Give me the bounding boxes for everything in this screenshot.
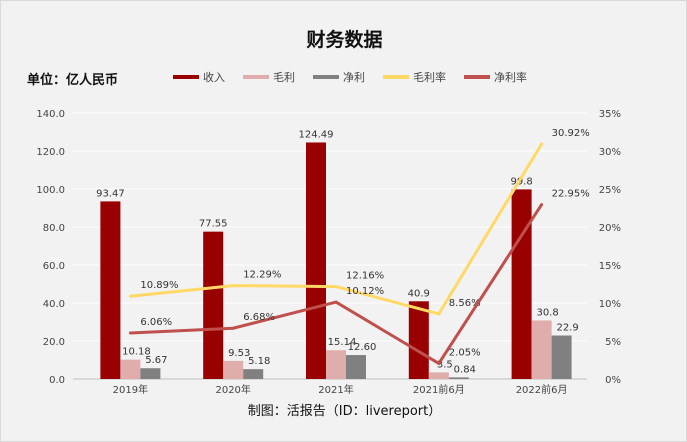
left-tick-label: 140.0 xyxy=(36,109,65,120)
bar-data-label: 15.14 xyxy=(328,337,357,348)
line-point xyxy=(437,312,441,316)
legend-swatch xyxy=(313,75,339,79)
bar-data-label: 124.49 xyxy=(299,129,334,140)
bar-收入 xyxy=(203,231,224,379)
line-data-label: 10.12% xyxy=(346,286,384,297)
x-tick-label: 2019年 xyxy=(113,383,148,396)
bar-净利 xyxy=(551,335,572,379)
left-tick-label: 0.0 xyxy=(49,375,65,386)
bar-净利 xyxy=(243,369,264,379)
line-data-label: 10.89% xyxy=(140,280,178,291)
x-tick-label: 2022前6月 xyxy=(516,383,568,396)
line-data-label: 2.05% xyxy=(449,347,481,358)
bar-data-label: 40.9 xyxy=(408,288,430,299)
line-point xyxy=(437,361,441,365)
x-tick-label: 2021年 xyxy=(318,383,353,396)
line-data-label: 8.56% xyxy=(449,298,481,309)
legend-label: 收入 xyxy=(203,71,225,84)
legend-label: 毛利 xyxy=(273,71,295,84)
x-tick-label: 2020年 xyxy=(215,383,250,396)
line-data-label: 12.16% xyxy=(346,271,384,282)
right-tick-label: 10% xyxy=(599,299,621,310)
legend-item: 收入 xyxy=(173,69,225,85)
line-point xyxy=(231,326,235,330)
bar-data-label: 10.18 xyxy=(122,347,151,358)
chart-title: 财务数据 xyxy=(306,29,383,51)
legend-swatch xyxy=(383,75,409,79)
bar-data-label: 77.55 xyxy=(199,219,228,230)
left-tick-label: 100.0 xyxy=(36,185,65,196)
bar-净利 xyxy=(346,355,366,379)
line-data-label: 12.29% xyxy=(243,270,281,281)
line-point xyxy=(128,294,132,298)
legend-item: 毛利率 xyxy=(383,69,446,85)
bar-data-label: 99.8 xyxy=(510,176,532,187)
bar-毛利 xyxy=(326,350,346,379)
line-data-label: 6.06% xyxy=(140,317,172,328)
bar-data-label: 3.5 xyxy=(437,359,453,370)
bar-收入 xyxy=(511,189,532,379)
bar-毛利 xyxy=(531,320,552,379)
left-tick-label: 60.0 xyxy=(43,261,65,272)
bar-净利 xyxy=(140,368,161,379)
bar-净利 xyxy=(448,377,469,379)
legend-item: 净利率 xyxy=(464,69,527,85)
bar-收入 xyxy=(408,301,429,379)
left-tick-label: 120.0 xyxy=(36,147,65,158)
legend-swatch xyxy=(173,75,199,79)
bar-data-label: 12.60 xyxy=(348,342,377,353)
right-tick-label: 30% xyxy=(599,147,621,158)
right-tick-label: 20% xyxy=(599,223,621,234)
legend-swatch xyxy=(464,75,490,79)
bar-data-label: 93.47 xyxy=(96,188,125,199)
legend-swatch xyxy=(243,75,269,79)
bar-data-label: 22.9 xyxy=(556,322,578,333)
line-point xyxy=(231,284,235,288)
right-tick-label: 5% xyxy=(605,337,621,348)
bar-data-label: 5.67 xyxy=(145,355,167,366)
bar-data-label: 5.18 xyxy=(248,356,270,367)
bar-data-label: 30.8 xyxy=(536,307,558,318)
line-data-label: 30.92% xyxy=(552,128,590,139)
left-tick-label: 20.0 xyxy=(43,337,65,348)
bar-收入 xyxy=(100,201,121,379)
legend: 收入 毛利 净利 毛利率 净利率 xyxy=(173,69,527,85)
bar-收入 xyxy=(306,142,326,379)
left-tick-label: 40.0 xyxy=(43,299,65,310)
line-point xyxy=(334,285,338,289)
right-tick-label: 35% xyxy=(599,109,621,120)
right-tick-label: 0% xyxy=(605,375,621,386)
line-point xyxy=(540,142,544,146)
legend-label: 净利 xyxy=(343,71,365,84)
bar-毛利 xyxy=(223,360,244,379)
footer-credit: 制图：活报告（ID：livereport） xyxy=(247,404,442,419)
x-tick-label: 2021前6月 xyxy=(413,383,465,396)
line-point xyxy=(334,300,338,304)
legend-label: 净利率 xyxy=(494,71,527,84)
unit-label: 单位：亿人民币 xyxy=(27,73,119,88)
line-data-label: 22.95% xyxy=(552,189,590,200)
bar-毛利 xyxy=(428,372,449,379)
bar-data-label: 0.84 xyxy=(454,364,476,375)
bar-data-label: 9.53 xyxy=(228,348,250,359)
legend-label: 毛利率 xyxy=(413,71,446,84)
right-tick-label: 15% xyxy=(599,261,621,272)
line-毛利率 xyxy=(130,143,543,316)
line-point xyxy=(540,203,544,207)
legend-item: 毛利 xyxy=(243,69,295,85)
right-tick-label: 25% xyxy=(599,185,621,196)
legend-item: 净利 xyxy=(313,69,365,85)
line-point xyxy=(128,331,132,335)
left-tick-label: 80.0 xyxy=(43,223,65,234)
bar-毛利 xyxy=(120,359,141,379)
line-data-label: 6.68% xyxy=(243,312,275,323)
